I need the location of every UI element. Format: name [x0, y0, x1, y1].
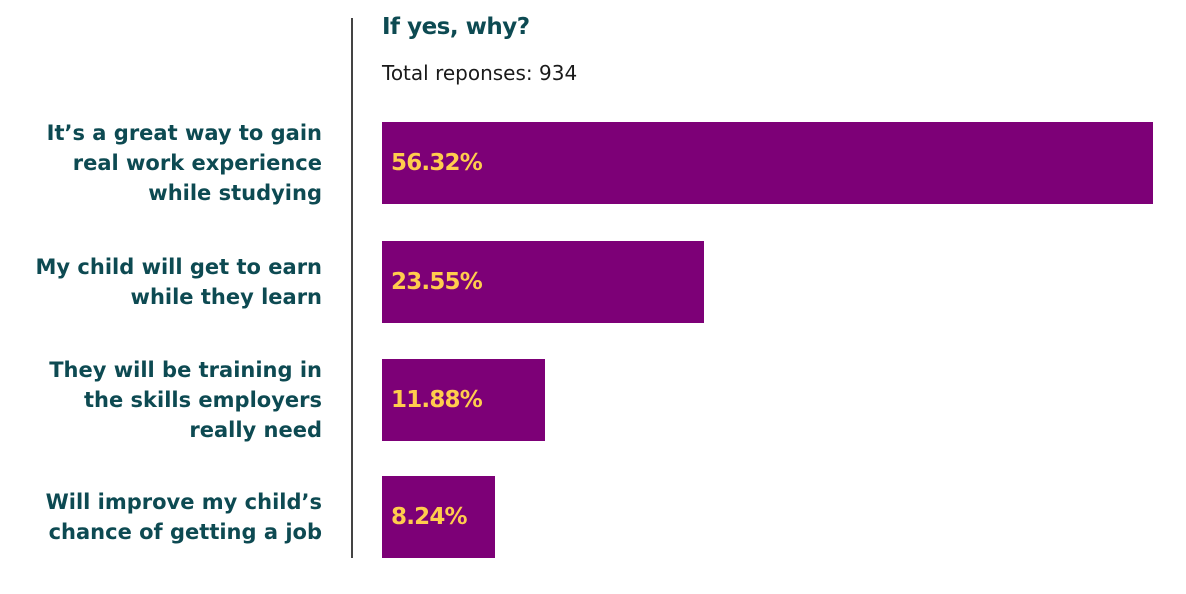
- data-label: 23.55%: [391, 269, 483, 295]
- category-axis-line: [351, 18, 353, 558]
- category-label: Will improve my child’s chance of gettin…: [45, 490, 322, 544]
- category-label: They will be training in the skills empl…: [49, 358, 322, 442]
- bar: [382, 241, 704, 323]
- chart-title: If yes, why?: [382, 14, 530, 40]
- data-label: 8.24%: [391, 504, 468, 530]
- chart-subtitle: Total reponses: 934: [382, 61, 578, 85]
- bar: [382, 359, 545, 441]
- category-label: My child will get to earn while they lea…: [35, 255, 322, 309]
- data-label: 11.88%: [391, 387, 483, 413]
- category-label: It’s a great way to gain real work exper…: [46, 121, 322, 205]
- bar: [382, 122, 1153, 204]
- data-label: 56.32%: [391, 150, 483, 176]
- bar: [382, 476, 495, 558]
